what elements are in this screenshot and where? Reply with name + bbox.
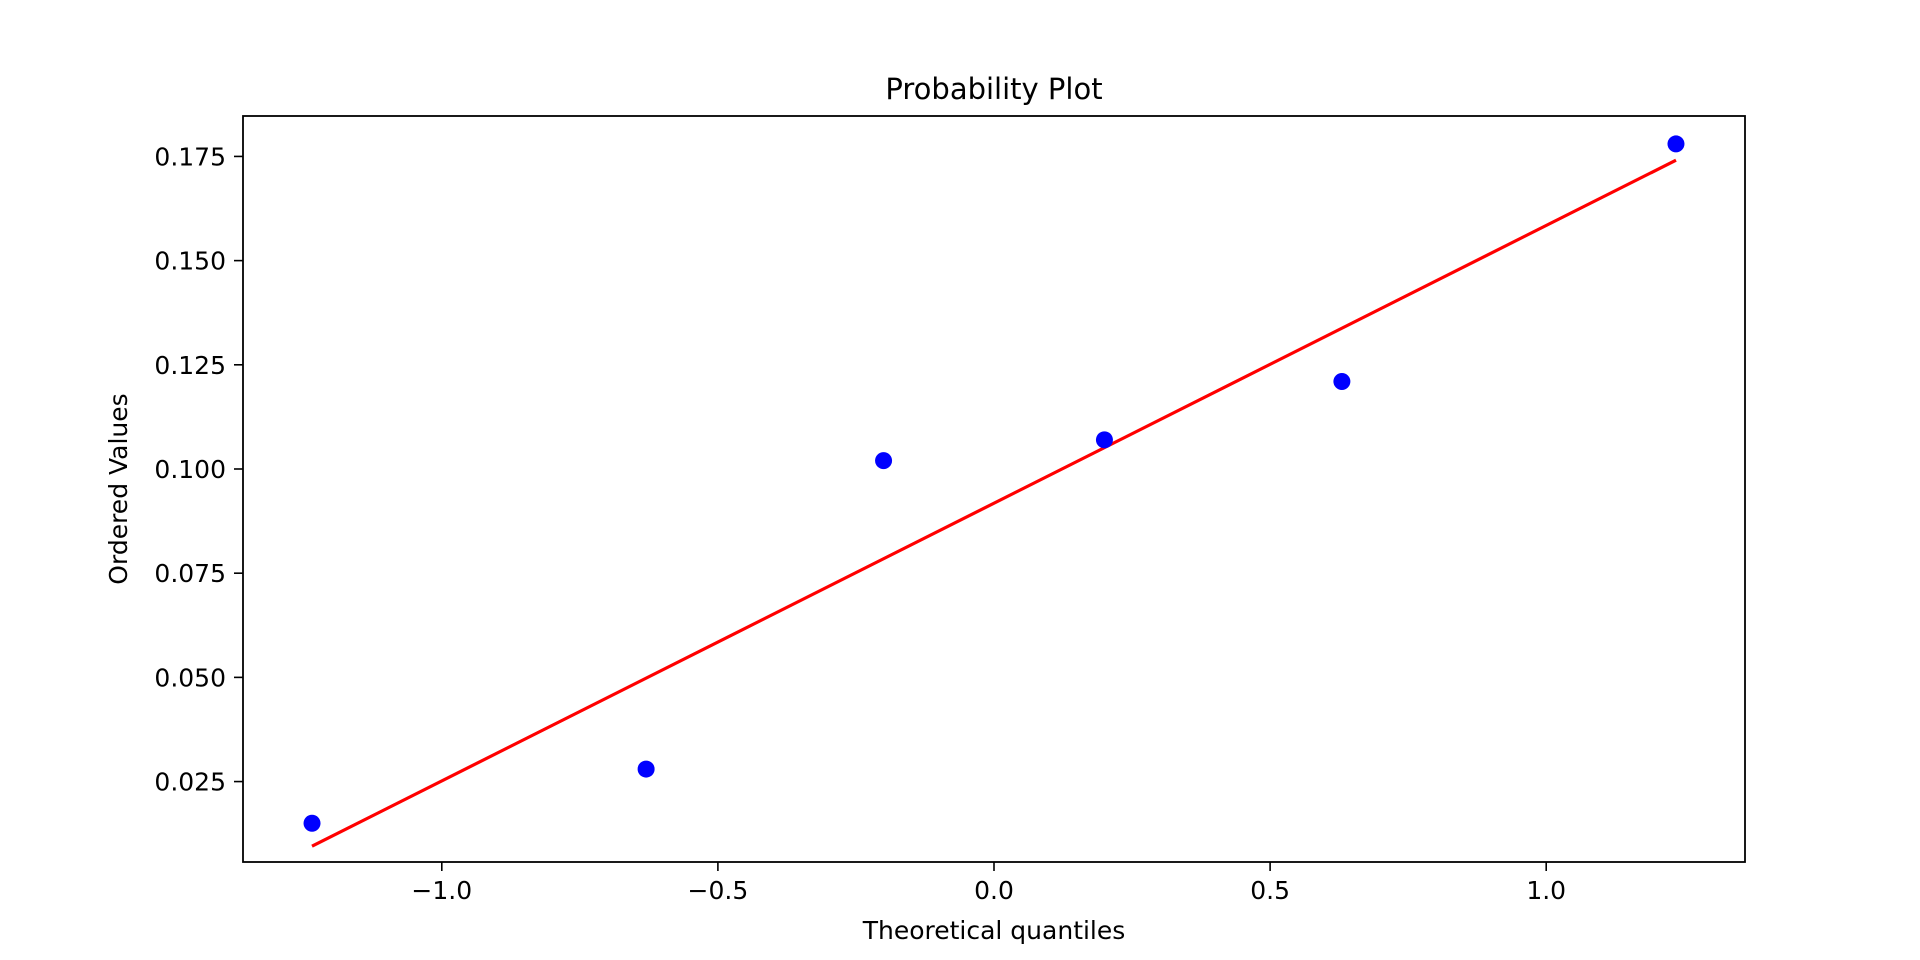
data-point <box>1095 431 1113 449</box>
x-tick-label: 0.5 <box>1250 876 1290 905</box>
y-axis-ticks: 0.025 0.050 0.075 0.100 0.125 0.150 0.175 <box>154 142 243 797</box>
y-tick-label: 0.175 <box>154 142 226 171</box>
axes: −1.0 −0.5 0.0 0.5 1.0 0.0250.0500.0750.1000.… <box>154 115 1746 905</box>
data-point <box>1333 372 1351 390</box>
data-point <box>637 760 655 778</box>
y-tick-label: 0.125 <box>154 351 226 380</box>
chart-title: Probability Plot <box>885 72 1102 106</box>
x-axis-label: Theoretical quantiles <box>862 916 1126 945</box>
y-tick-label: 0.100 <box>154 455 226 484</box>
y-tick-label: 0.075 <box>154 559 226 588</box>
fit-line <box>311 158 1677 848</box>
data-point <box>875 452 893 470</box>
y-axis-label: Ordered Values <box>104 393 133 584</box>
x-tick-label: −0.5 <box>688 876 749 905</box>
x-axis-ticks: −1.0 −0.5 0.0 0.5 1.0 <box>411 862 1566 905</box>
data-point <box>303 814 321 832</box>
data-point <box>1667 135 1685 153</box>
y-tick-label: 0.050 <box>154 663 226 692</box>
x-tick-label: −1.0 <box>411 876 472 905</box>
x-tick-label: 0.0 <box>974 876 1014 905</box>
x-tick-label: 1.0 <box>1526 876 1566 905</box>
y-tick-label: 0.025 <box>154 768 226 797</box>
y-tick-label: 0.150 <box>154 247 226 276</box>
data-series <box>303 135 1685 848</box>
